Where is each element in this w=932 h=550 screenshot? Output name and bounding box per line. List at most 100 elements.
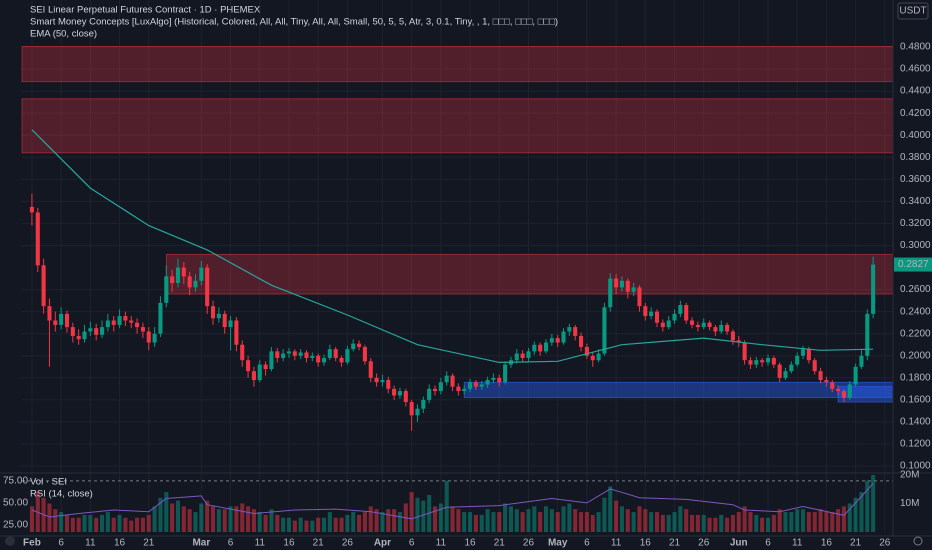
volume-bar: [637, 506, 642, 532]
volume-bar: [345, 514, 350, 532]
indicator-smc: Smart Money Concepts [LuxAlgo] (Historic…: [30, 17, 558, 28]
volume-bar: [532, 506, 537, 532]
candle-body: [520, 353, 525, 358]
candle-body: [666, 320, 671, 328]
volume-bar: [479, 514, 484, 532]
volume-bar: [614, 500, 619, 532]
candle-body: [41, 265, 46, 307]
volume-bar: [707, 517, 712, 532]
volume-bar: [351, 512, 356, 532]
rsi-tick-label: 25.00: [3, 520, 28, 531]
volume-bar: [216, 509, 221, 532]
zones: [21, 46, 894, 403]
candle-body: [275, 351, 280, 358]
candle-body: [783, 371, 788, 378]
volume-tick-label: 20M: [900, 470, 919, 481]
candle-body: [771, 357, 776, 365]
currency[interactable]: USDT: [899, 6, 926, 17]
y-tick-label: 0.3600: [900, 174, 931, 185]
volume-bar: [812, 512, 817, 532]
candle-body: [695, 324, 700, 328]
tv-logo[interactable]: [5, 536, 15, 546]
candle-body: [333, 349, 338, 358]
currency-box[interactable]: [897, 2, 929, 20]
candle-body: [654, 311, 660, 323]
candle-body: [596, 353, 601, 361]
volume-bar: [549, 509, 554, 532]
volume-bar: [415, 497, 420, 532]
volume-bar: [152, 506, 157, 532]
y-tick-label: 0.3800: [900, 152, 931, 163]
indicator-ema: EMA (50, close): [30, 29, 97, 40]
volume-bar: [146, 514, 151, 532]
candle-body: [193, 280, 198, 288]
y-tick-label: 0.3000: [900, 240, 931, 251]
settings-icon[interactable]: [913, 536, 923, 546]
x-tick-label: 6: [409, 538, 415, 549]
volume-bar: [473, 514, 478, 532]
volume-bar: [47, 503, 52, 532]
volume-bar: [736, 512, 741, 532]
candle-body: [117, 316, 122, 325]
candle-body: [479, 384, 484, 387]
volume-bar: [251, 509, 256, 532]
x-tick-label: 16: [640, 538, 652, 549]
volume-bar: [468, 512, 473, 532]
candle-body: [29, 206, 34, 213]
candle-body: [228, 320, 233, 328]
volume-bar: [140, 517, 145, 532]
candle-body: [660, 322, 665, 328]
volume-bar: [281, 517, 286, 532]
candle-body: [164, 276, 169, 303]
y-tick-label: 0.1400: [900, 417, 931, 428]
candle-body: [246, 360, 251, 372]
volume-bar: [210, 506, 216, 532]
volume-bar: [701, 514, 706, 532]
candle-body: [736, 340, 741, 343]
candle-body: [205, 267, 210, 307]
volume-bar: [619, 506, 624, 532]
volume-bar: [526, 509, 531, 532]
candle-body: [590, 355, 595, 361]
volume-bar: [257, 512, 262, 532]
volume-bar: [543, 506, 549, 532]
volume-bar: [672, 512, 677, 532]
candle-body: [450, 375, 455, 387]
volume-bar: [432, 506, 438, 532]
candle-body: [859, 355, 864, 367]
candle-body: [701, 322, 706, 328]
volume-bar: [590, 514, 595, 532]
candle-body: [105, 320, 110, 328]
volume-bar: [82, 514, 87, 532]
y-tick-label: 0.2000: [900, 350, 931, 361]
candle-body: [678, 305, 683, 314]
volume-bar: [392, 509, 397, 532]
volume-bar: [491, 512, 496, 532]
volume-bar: [275, 514, 280, 532]
volume-bar: [497, 512, 502, 532]
volume-bar: [596, 512, 601, 532]
volume-bar: [246, 506, 251, 532]
candle-body: [327, 349, 332, 358]
candle-body: [47, 306, 52, 321]
volume-bar: [748, 512, 753, 532]
volume-bar: [70, 517, 75, 532]
candle-body: [368, 361, 373, 378]
candle-body: [386, 380, 391, 389]
volume-bar: [205, 500, 210, 532]
candle-body: [286, 351, 292, 354]
volume-bar: [222, 509, 227, 532]
volume-tick-label: 10M: [900, 498, 919, 509]
volume-bar: [193, 512, 198, 532]
order-block: [165, 253, 894, 295]
volume-bar: [690, 514, 695, 532]
volume-bar: [240, 503, 245, 532]
candle-body: [397, 391, 403, 396]
candle-body: [339, 357, 344, 363]
volume-bar: [105, 512, 110, 532]
volume-bar: [135, 517, 140, 532]
candle-body: [99, 327, 105, 335]
volume-bar: [310, 520, 315, 532]
volume-bar: [818, 509, 823, 532]
